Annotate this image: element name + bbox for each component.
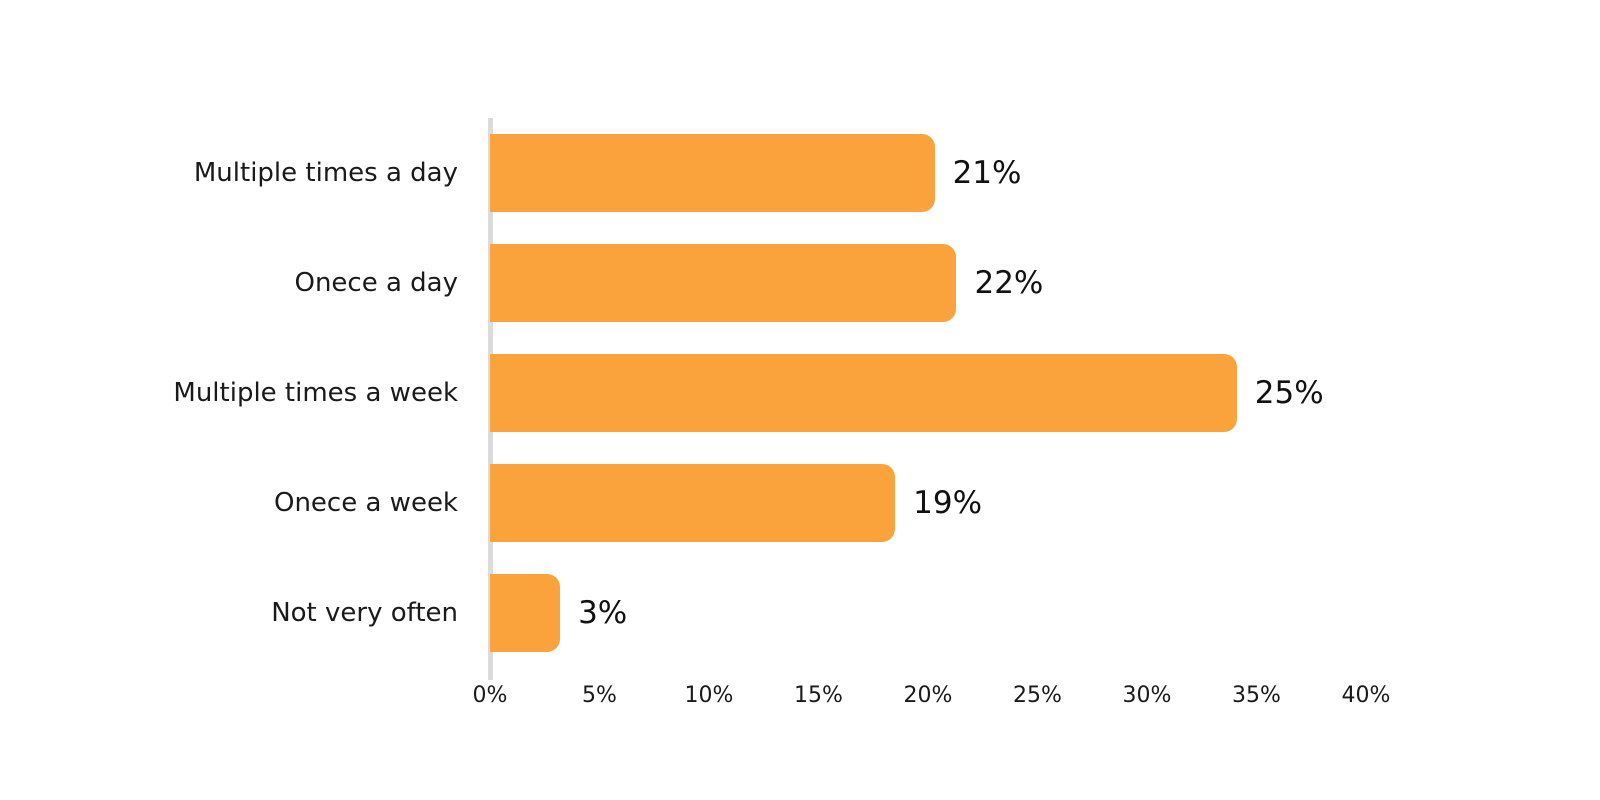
category-label: Multiple times a day [193,158,458,188]
bar-row: Onece a week 19% [0,464,1600,542]
x-tick-label: 0% [472,683,508,708]
x-tick-label: 30% [1122,683,1172,708]
x-tick-label: 5% [582,683,617,708]
bar [490,354,1237,432]
x-tick-label: 10% [684,683,734,708]
category-label: Onece a week [273,488,458,518]
x-tick-label: 20% [903,683,953,708]
bar [490,574,561,652]
value-label: 3% [578,595,628,631]
value-label: 19% [913,485,983,521]
category-label: Multiple times a week [173,378,458,408]
bar [490,134,935,212]
bar [490,464,896,542]
x-tick-label: 35% [1232,683,1281,708]
bar-row: Multiple times a week 25% [0,354,1600,432]
bar-track: 21% [490,134,1366,212]
x-tick-label: 25% [1013,683,1062,708]
value-label: 25% [1254,375,1324,411]
bar-track: 25% [490,354,1366,432]
x-tick-label: 15% [794,683,843,708]
category-label: Onece a day [294,268,458,298]
bar-track: 22% [490,244,1366,322]
bar-track: 3% [490,574,1366,652]
category-label: Not very often [271,598,458,628]
x-axis: 0% 5% 10% 15% 20% 25% 30% 35% 40% [473,683,1391,723]
value-label: 22% [974,265,1044,301]
x-tick-label: 40% [1341,683,1391,708]
value-label: 21% [952,155,1022,191]
bar [490,244,957,322]
bar-track: 19% [490,464,1366,542]
bar-row: Not very often 3% [0,574,1600,652]
bar-row: Onece a day 22% [0,244,1600,322]
bar-row: Multiple times a day 21% [0,134,1600,212]
